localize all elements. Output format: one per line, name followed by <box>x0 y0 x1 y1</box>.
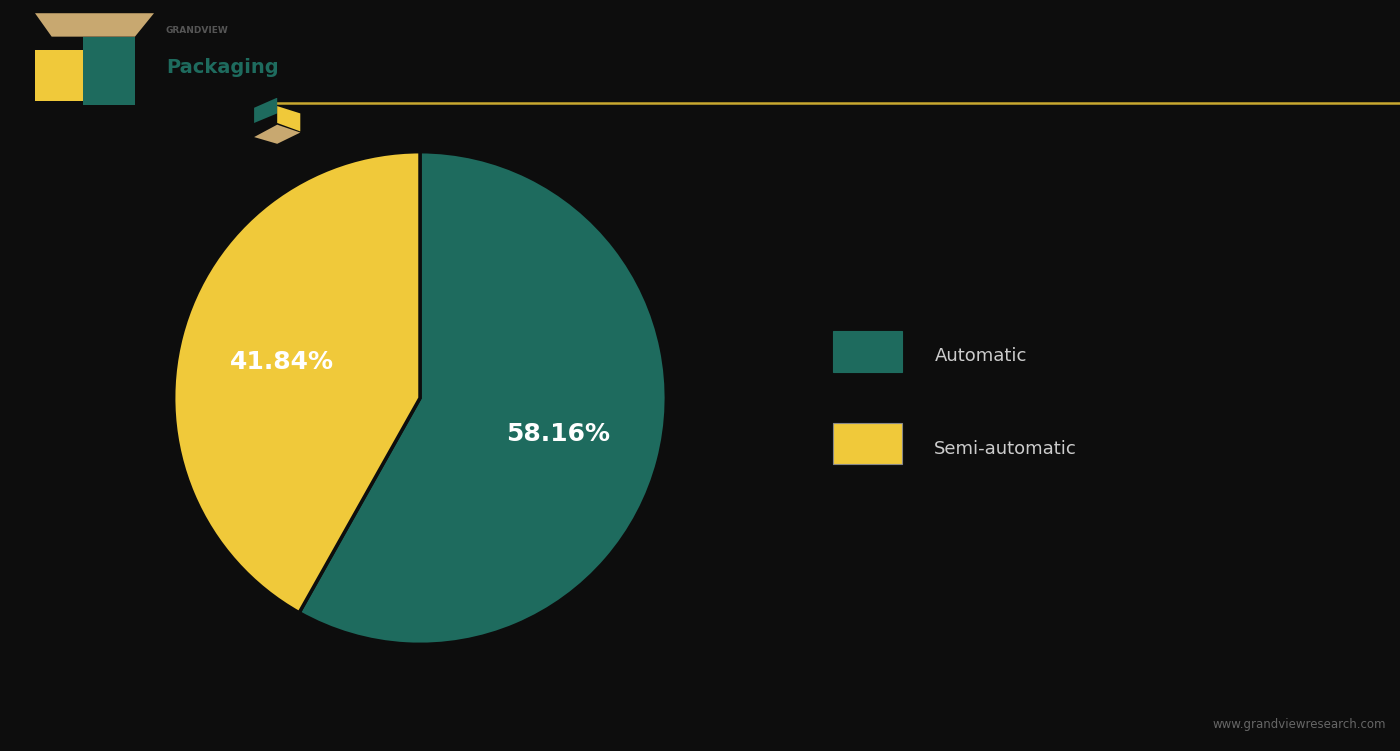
Text: Automatic: Automatic <box>934 347 1026 365</box>
Wedge shape <box>300 152 666 644</box>
Text: www.grandviewresearch.com: www.grandviewresearch.com <box>1212 718 1386 731</box>
FancyBboxPatch shape <box>833 331 903 372</box>
Text: 58.16%: 58.16% <box>507 422 610 446</box>
Text: Semi-automatic: Semi-automatic <box>934 439 1077 457</box>
Text: 41.84%: 41.84% <box>230 350 333 374</box>
Bar <box>35 50 92 101</box>
Bar <box>83 37 134 105</box>
FancyBboxPatch shape <box>833 424 903 464</box>
Polygon shape <box>277 106 300 131</box>
Polygon shape <box>255 125 300 143</box>
Text: GRANDVIEW: GRANDVIEW <box>167 26 228 35</box>
Polygon shape <box>255 98 277 123</box>
Wedge shape <box>174 152 420 613</box>
Polygon shape <box>35 14 154 37</box>
Text: Packaging: Packaging <box>167 59 279 77</box>
